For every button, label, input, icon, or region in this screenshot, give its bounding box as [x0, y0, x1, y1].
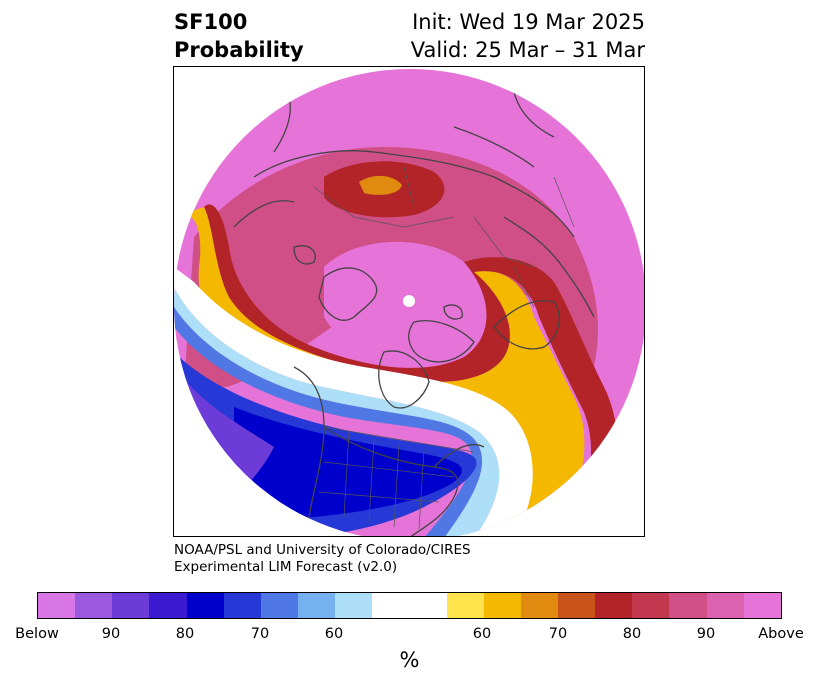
- colorbar-tick-label: 60: [472, 626, 492, 642]
- colorbar-tick-label: 90: [101, 626, 121, 642]
- colorbar-segment: [297, 593, 336, 618]
- colorbar-tick-label: Above: [758, 626, 804, 642]
- probability-map: [174, 69, 644, 536]
- colorbar-tick-label: 80: [622, 626, 642, 642]
- forecast-dates: Init: Wed 19 Mar 2025 Valid: 25 Mar – 31…: [411, 8, 645, 64]
- probability-field: [174, 69, 644, 536]
- colorbar-segment: [260, 593, 298, 618]
- colorbar-segment: [483, 593, 521, 618]
- colorbar-segment: [335, 593, 373, 618]
- colorbar-segment: [669, 593, 707, 618]
- title-variable: SF100: [174, 10, 248, 34]
- colorbar-segment: [520, 593, 558, 618]
- colorbar-segment: [112, 593, 150, 618]
- colorbar-tick-label: Below: [15, 626, 59, 642]
- colorbar-segment: [632, 593, 670, 618]
- pole-marker: [403, 295, 415, 307]
- credit-line-2: Experimental LIM Forecast (v2.0): [174, 559, 398, 575]
- colorbar-segment: [186, 593, 224, 618]
- colorbar-tick-labels: Below 90 80 70 60 60 70 80 90 Above: [0, 626, 819, 646]
- title-quantity: Probability: [174, 38, 304, 62]
- colorbar-segment: [446, 593, 484, 618]
- map-title: SF100 Probability: [174, 8, 304, 64]
- field-below-low: [174, 287, 499, 536]
- colorbar: [37, 592, 782, 619]
- field-below-core: [234, 407, 462, 518]
- field-below-mid: [174, 307, 482, 536]
- colorbar-tick-label: 70: [250, 626, 270, 642]
- credit-text: NOAA/PSL and University of Colorado/CIRE…: [174, 542, 471, 576]
- colorbar-unit: %: [399, 648, 420, 672]
- colorbar-tick-label: 70: [548, 626, 568, 642]
- init-date: Init: Wed 19 Mar 2025: [412, 10, 645, 34]
- colorbar-segment: [75, 593, 113, 618]
- colorbar-segment: [706, 593, 744, 618]
- colorbar-segment: [149, 593, 187, 618]
- colorbar-tick-label: 60: [324, 626, 344, 642]
- colorbar-tick-label: 90: [696, 626, 716, 642]
- credit-line-1: NOAA/PSL and University of Colorado/CIRE…: [174, 542, 471, 558]
- colorbar-segment: [38, 593, 76, 618]
- field-above-low-edge: [204, 204, 618, 536]
- colorbar-segment: [372, 593, 410, 618]
- field-polar-high: [324, 241, 482, 358]
- map-panel: [173, 66, 645, 537]
- colorbar-segment: [409, 593, 447, 618]
- valid-range: Valid: 25 Mar – 31 Mar: [410, 38, 645, 62]
- colorbar-segment: [595, 593, 633, 618]
- colorbar-segment: [743, 593, 781, 618]
- field-below-extreme-max: [174, 427, 209, 502]
- colorbar-segment: [223, 593, 261, 618]
- field-near-above-siberia: [359, 175, 402, 195]
- colorbar-segment: [557, 593, 596, 618]
- borders: [313, 166, 575, 530]
- field-neutral: [174, 267, 533, 536]
- colorbar-tick-label: 80: [175, 626, 195, 642]
